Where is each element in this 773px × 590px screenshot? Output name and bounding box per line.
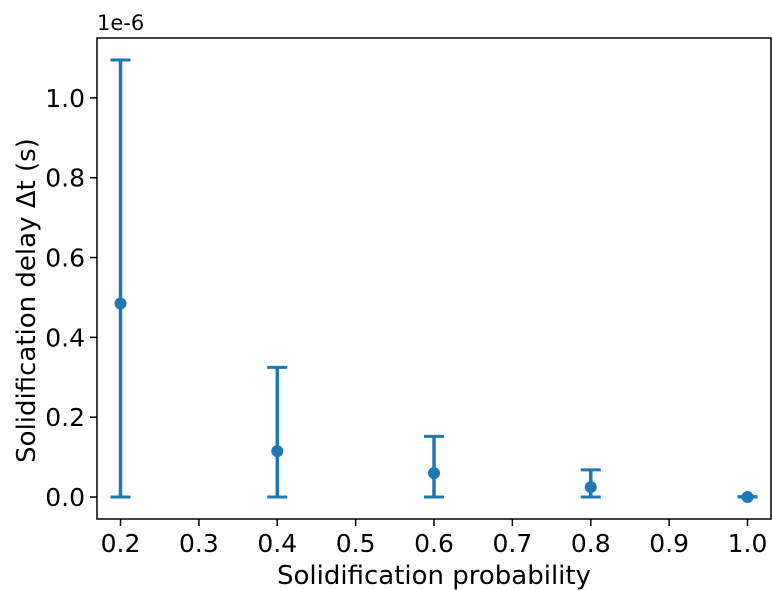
y-tick-label: 0.6 [45, 244, 85, 273]
x-axis: 0.2 0.3 0.4 0.5 0.6 0.7 0.8 0.9 1.0 [101, 519, 768, 558]
x-axis-label: Solidification probability [277, 561, 591, 590]
y-axis-offset-label: 1e-6 [97, 11, 144, 35]
data-point [271, 445, 284, 458]
series-errorbar-group [110, 58, 758, 504]
x-tick-label: 0.8 [571, 529, 611, 558]
x-tick-label: 1.0 [728, 529, 768, 558]
x-tick-label: 0.6 [414, 529, 454, 558]
x-tick-label: 0.4 [257, 529, 297, 558]
data-point [584, 481, 597, 494]
y-axis: 0.0 0.2 0.4 0.6 0.8 1.0 [45, 84, 97, 512]
x-tick-label: 0.3 [179, 529, 219, 558]
x-tick-label: 0.5 [336, 529, 376, 558]
y-tick-label: 0.4 [45, 323, 85, 352]
y-tick-label: 1.0 [45, 84, 85, 113]
y-tick-label: 0.2 [45, 403, 85, 432]
y-tick-label: 0.8 [45, 164, 85, 193]
data-point [428, 467, 440, 480]
y-axis-label: Solidification delay Δt (s) [12, 138, 42, 463]
x-tick-label: 0.9 [649, 529, 689, 558]
x-tick-label: 0.2 [101, 529, 141, 558]
data-point [741, 491, 754, 504]
data-point [114, 297, 127, 310]
chart-marks [110, 58, 758, 504]
y-tick-label: 0.0 [45, 483, 85, 512]
x-tick-label: 0.7 [492, 529, 532, 558]
